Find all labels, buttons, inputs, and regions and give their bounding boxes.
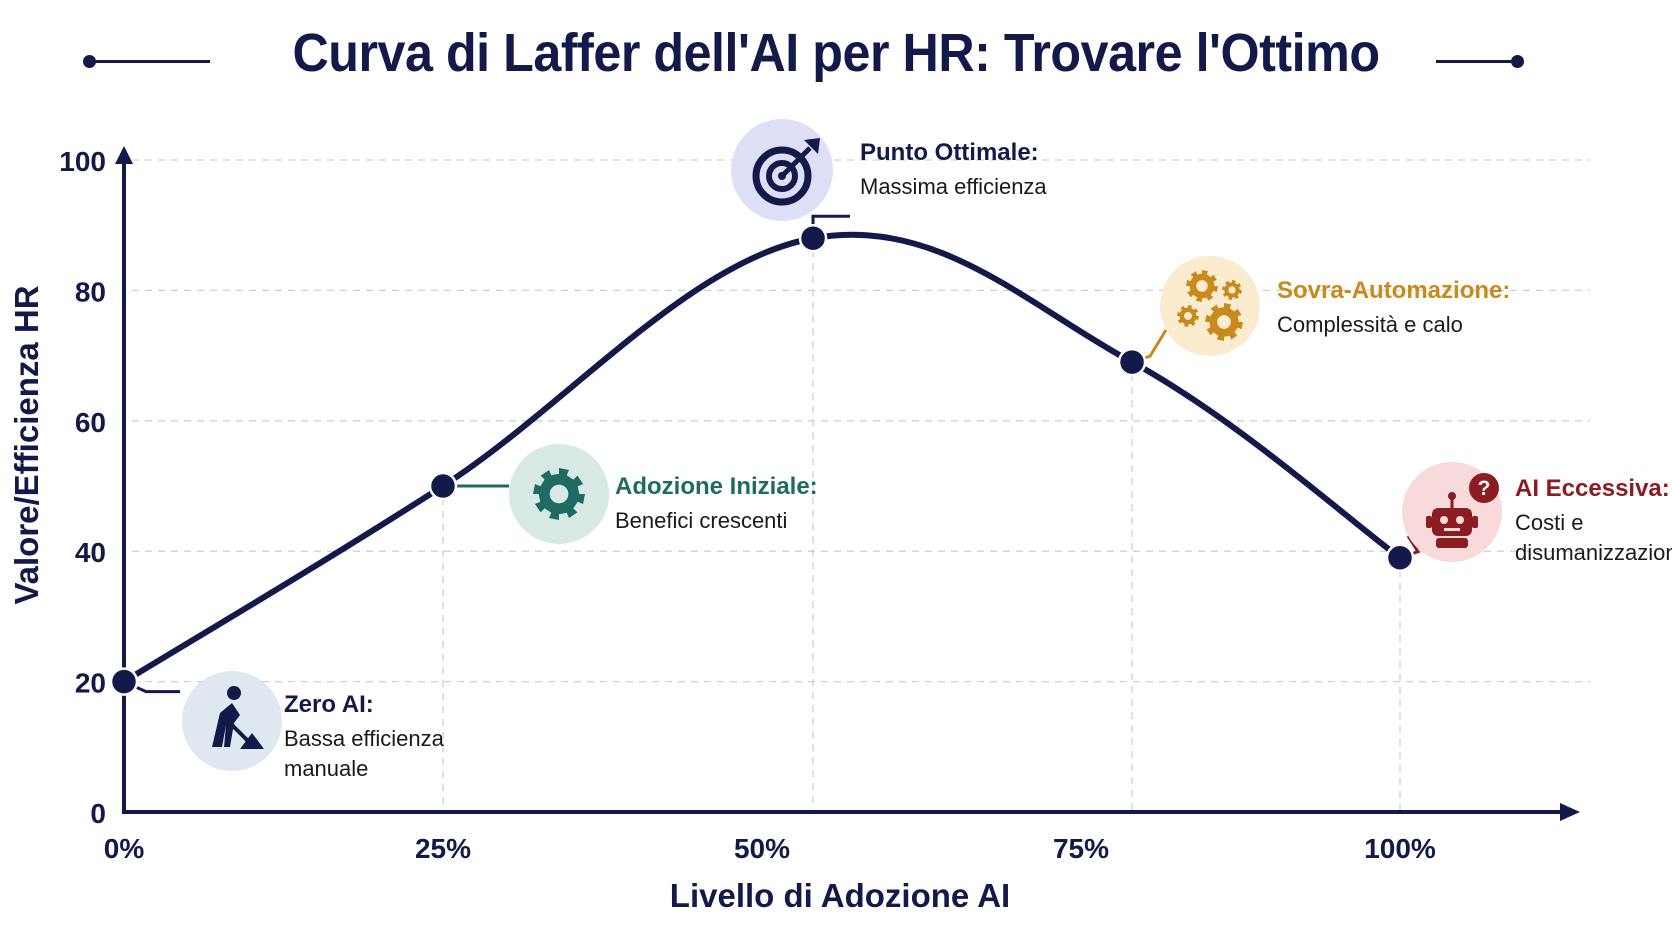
y-tick-label: 40 (75, 537, 106, 568)
title-left-rule (90, 60, 210, 63)
title-right-rule (1436, 60, 1520, 63)
annotation-0: Zero AI: Bassa efficienza manuale (123, 671, 445, 781)
x-axis-arrow (1560, 803, 1580, 821)
target-icon (752, 138, 820, 206)
x-tick-label: 0% (104, 833, 145, 864)
y-axis-arrow (115, 146, 133, 164)
page-title: Curva di Laffer dell'AI per HR: Trovare … (292, 23, 1380, 83)
gears-icon (1177, 270, 1243, 341)
data-point (1117, 347, 1147, 377)
icon-bubble (731, 119, 833, 221)
title-left-dot (83, 55, 96, 68)
y-tick-label: 0 (90, 798, 106, 829)
x-tick-label: 100% (1364, 833, 1436, 864)
point-description: Bassa efficienza (284, 726, 445, 751)
point-description: Benefici crescenti (615, 508, 787, 533)
y-tick-label: 100 (59, 146, 106, 177)
annotation-2: Punto Ottimale: Massima efficienza (731, 119, 1047, 239)
x-tick-label: 75% (1053, 833, 1109, 864)
annotation-1: Adozione Iniziale: Benefici crescenti (443, 444, 818, 544)
x-tick-label: 50% (734, 833, 790, 864)
annotation-3: Sovra-Automazione: Complessità e calo (1131, 256, 1510, 364)
robot-question-icon: ? (1426, 473, 1499, 548)
y-tick-label: 20 (75, 668, 106, 699)
title-bar: Curva di Laffer dell'AI per HR: Trovare … (0, 22, 1672, 102)
point-label: Zero AI: (284, 691, 374, 718)
question-mark-glyph: ? (1478, 477, 1491, 500)
x-axis-title: Livello di Adozione AI (670, 877, 1010, 914)
worker-shovel-icon (212, 686, 264, 749)
y-axis-title: Valore/Efficienza HR (8, 285, 45, 604)
data-point (109, 667, 139, 696)
point-description: disumanizzazione (1515, 540, 1672, 565)
y-tick-label: 60 (75, 407, 106, 438)
point-description: Costi e (1515, 510, 1583, 535)
data-point (798, 223, 828, 253)
point-label: Sovra-Automazione: (1277, 277, 1510, 304)
point-label: AI Eccessiva: (1515, 475, 1670, 502)
point-label: Punto Ottimale: (860, 139, 1039, 166)
data-point (428, 471, 458, 501)
data-point (1385, 543, 1415, 572)
title-right-dot (1511, 55, 1524, 68)
x-tick-label: 25% (415, 833, 471, 864)
y-tick-label: 80 (75, 276, 106, 307)
point-description: Complessità e calo (1277, 312, 1463, 337)
gear-icon (533, 468, 585, 520)
icon-bubble (1160, 256, 1260, 356)
annotation-4: ? AI Eccessiva: Costi e disumanizzazione (1399, 462, 1672, 565)
point-description: manuale (284, 756, 368, 781)
point-description: Massima efficienza (860, 174, 1047, 199)
point-label: Adozione Iniziale: (615, 473, 818, 500)
